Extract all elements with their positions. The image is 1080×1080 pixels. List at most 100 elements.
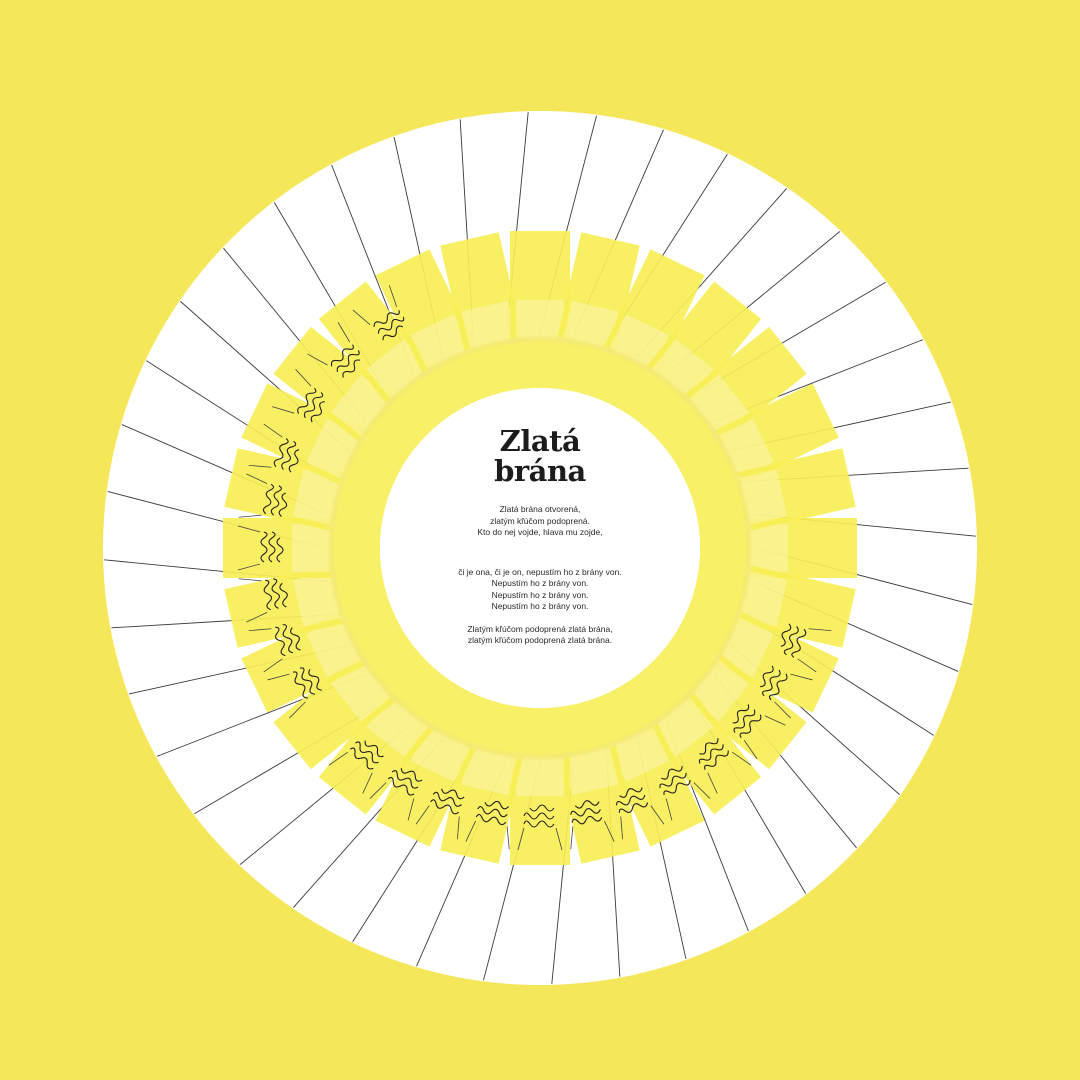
clasped-hands-icon: [248, 423, 300, 473]
clasped-hands-icon: [659, 766, 711, 821]
fingers-scribble: [430, 788, 465, 815]
poem-line: zlatým kľúčom podoprená zlatá brána.: [467, 635, 613, 645]
segment-highlight: [461, 300, 517, 349]
poem-line: Zlatá brána otvorená,: [499, 504, 581, 514]
segment-highlight: [739, 469, 788, 525]
clasped-hands-icon: [328, 740, 384, 794]
poem-block: Zlatá brána Zlatá brána otvorená, zlatým…: [405, 420, 675, 647]
arm-outline: [465, 820, 510, 850]
arm-outline: [369, 782, 415, 821]
arm-outline: [743, 715, 786, 760]
poem-line: Nepustím ho z brány von.: [491, 601, 589, 611]
arm-outline: [665, 782, 711, 821]
clasped-hands-icon: [248, 624, 301, 673]
fingers-scribble: [523, 804, 555, 828]
poem-line: Nepustím ho z brány von.: [491, 589, 589, 600]
arm-outline: [248, 628, 283, 673]
stanza-2: či je ona, či je on, nepustím ho z brány…: [405, 567, 675, 613]
clasped-hands-icon: [415, 788, 465, 840]
gate-segment: [510, 753, 570, 865]
gate-segment: [440, 741, 524, 864]
arm-outline: [797, 628, 832, 673]
poem-line: zlatým kľúčom podoprená.: [490, 515, 590, 526]
segment-highlight: [563, 747, 619, 796]
poem-line: Nepustím ho z brány von.: [491, 578, 589, 588]
inner-ring-edge: [328, 336, 752, 760]
fingers-scribble: [760, 665, 788, 701]
segment-highlight: [516, 300, 564, 338]
fingers-scribble: [350, 740, 384, 770]
fingers-scribble: [275, 624, 301, 657]
arm-outline: [328, 751, 373, 794]
fingers-scribble: [330, 344, 361, 378]
segment-highlight: [292, 571, 341, 627]
arm-outline: [517, 827, 563, 851]
fingers-scribble: [292, 667, 322, 699]
fingers-scribble: [780, 623, 807, 658]
segment-highlight: [461, 747, 517, 796]
clasped-hands-icon: [780, 623, 832, 673]
segment-highlight: [516, 758, 564, 796]
clasped-hands-icon: [570, 800, 615, 850]
arm-outline: [352, 285, 398, 326]
gate-segment: [681, 326, 807, 444]
fingers-scribble: [273, 438, 300, 473]
segment-highlight: [652, 697, 714, 757]
fingers-scribble: [263, 578, 288, 611]
clasped-hands-icon: [760, 665, 813, 719]
clasped-hands-icon: [616, 787, 665, 840]
gate-segment: [644, 689, 762, 815]
arm-outline: [620, 805, 665, 840]
center-disc: [380, 388, 700, 708]
gate-segment: [440, 232, 524, 355]
segment-highlight: [331, 660, 391, 722]
stanza-1: Zlatá brána otvorená, zlatým kľúčom podo…: [405, 504, 675, 539]
arm-outline: [570, 820, 615, 850]
fingers-scribble: [297, 387, 325, 423]
clasped-hands-icon: [238, 473, 288, 518]
segment-highlight: [366, 339, 428, 399]
stanza-3: Zlatým kľúčom podoprená zlatá brána, zla…: [405, 624, 675, 647]
poem-line: Zlatým kľúčom podoprená zlatá brána,: [467, 623, 613, 634]
clasped-hands-icon: [237, 525, 284, 571]
gate-segment: [745, 518, 857, 578]
arm-outline: [238, 473, 268, 518]
segment-highlight: [292, 524, 330, 572]
clasped-hands-icon: [307, 322, 361, 378]
arm-outline: [707, 751, 752, 794]
inner-yellow-ring: [330, 338, 750, 758]
clasped-hands-icon: [272, 369, 325, 423]
fingers-scribble: [387, 768, 423, 796]
fingers-scribble: [570, 800, 603, 825]
gate-segment: [510, 231, 570, 343]
arm-outline: [237, 525, 261, 571]
gate-segment: [318, 281, 436, 407]
poem-line: Kto do nej vojde, hlava mu zojde,: [477, 527, 603, 537]
poem-line: či je ona, či je on, nepustím ho z brány…: [458, 566, 622, 577]
fingers-scribble: [698, 738, 729, 770]
gate-segment: [273, 652, 399, 770]
segment-highlight: [292, 469, 341, 525]
segment-highlight: [689, 374, 749, 436]
poem-title: Zlatá brána: [494, 424, 586, 488]
clasped-hands-icon: [517, 804, 563, 851]
fingers-scribble: [616, 787, 649, 813]
clasped-hands-icon: [238, 578, 288, 623]
clasped-hands-icon: [267, 667, 322, 719]
clasped-hands-group: [237, 285, 832, 851]
arm-outline: [248, 423, 283, 468]
fingers-scribble: [260, 531, 284, 563]
clasped-hands-icon: [698, 738, 752, 794]
gate-segment: [733, 448, 856, 532]
arm-outline: [272, 369, 312, 414]
fingers-scribble: [659, 766, 691, 796]
segment-highlight: [739, 571, 788, 627]
clasped-hands-icon: [465, 800, 510, 850]
clasped-hands-icon: [369, 768, 423, 821]
fingers-scribble: [732, 704, 762, 738]
arm-outline: [238, 578, 268, 623]
fingers-scribble: [373, 310, 405, 341]
gate-segment: [223, 518, 335, 578]
